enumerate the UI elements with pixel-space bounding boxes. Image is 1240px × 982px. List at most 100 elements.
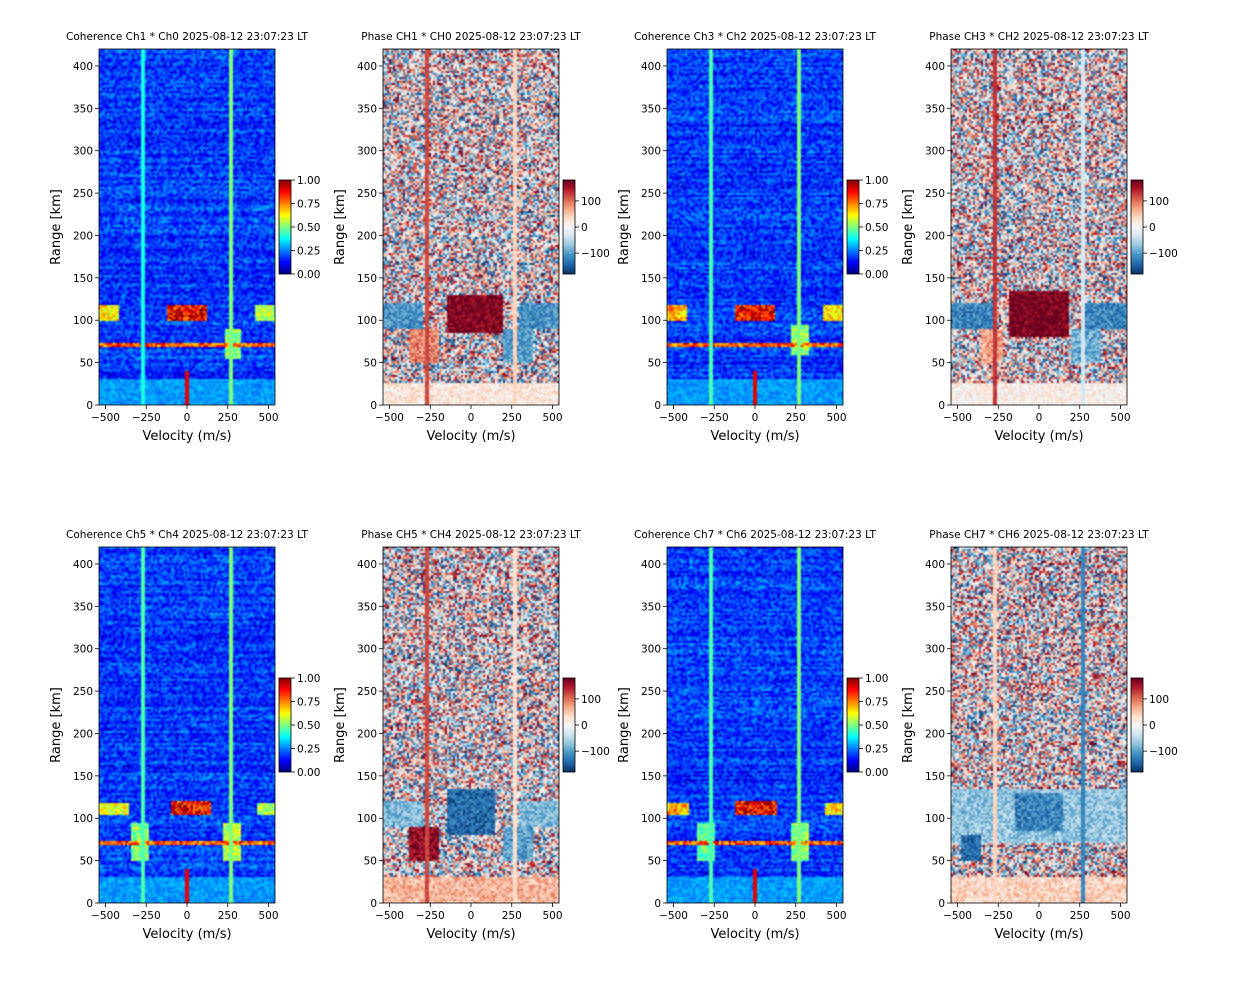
x-tick-label: −250 <box>700 412 729 424</box>
panel-grid: Coherence Ch1 * Ch0 2025-08-12 23:07:23 … <box>49 31 1178 942</box>
x-axis-label: Velocity (m/s) <box>142 429 231 444</box>
x-tick-label: −500 <box>943 412 972 424</box>
colorbar-tick-label: 0.75 <box>865 199 888 211</box>
chart-title: Coherence Ch5 * Ch4 2025-08-12 23:07:23 … <box>66 529 308 541</box>
x-tick-label: −250 <box>700 910 729 922</box>
x-axis-label: Velocity (m/s) <box>426 429 515 444</box>
x-axis-label: Velocity (m/s) <box>994 927 1083 942</box>
x-tick-label: 0 <box>1036 910 1043 922</box>
y-axis-label: Range [km] <box>333 189 348 265</box>
x-tick-label: 0 <box>184 910 191 922</box>
colorbar-tick-label: −100 <box>581 248 610 260</box>
y-tick-label: 0 <box>370 898 377 910</box>
x-tick-label: 250 <box>218 412 238 424</box>
y-tick-label: 50 <box>648 358 661 370</box>
x-tick-label: 250 <box>218 910 238 922</box>
y-tick-label: 150 <box>925 771 945 783</box>
y-tick-label: 300 <box>641 146 661 158</box>
heatmap-image <box>99 547 275 903</box>
y-tick-label: 100 <box>73 813 93 825</box>
chart-panel: Phase CH7 * CH6 2025-08-12 23:07:23 LT −5… <box>901 529 1178 942</box>
colorbar-tick-label: 0.25 <box>865 744 888 756</box>
chart-panel: Coherence Ch5 * Ch4 2025-08-12 23:07:23 … <box>49 529 320 942</box>
colorbar-tick-label: 1.00 <box>297 175 320 187</box>
colorbar-tick-label: −100 <box>1149 248 1178 260</box>
y-tick-label: 100 <box>641 315 661 327</box>
chart-title: Coherence Ch3 * Ch2 2025-08-12 23:07:23 … <box>634 31 876 43</box>
y-axis-label: Range [km] <box>901 189 916 265</box>
colorbar-tick-label: 0.25 <box>297 246 320 258</box>
x-tick-label: −250 <box>416 412 445 424</box>
y-tick-label: 300 <box>357 146 377 158</box>
y-tick-label: 150 <box>357 771 377 783</box>
colorbar-tick-label: 0.75 <box>297 697 320 709</box>
colorbar <box>1130 179 1144 275</box>
chart-panel: Coherence Ch3 * Ch2 2025-08-12 23:07:23 … <box>617 31 888 444</box>
y-tick-label: 150 <box>641 771 661 783</box>
y-tick-label: 250 <box>357 686 377 698</box>
y-tick-label: 150 <box>73 771 93 783</box>
y-tick-label: 0 <box>938 898 945 910</box>
x-tick-label: 0 <box>184 412 191 424</box>
y-tick-label: 150 <box>357 273 377 285</box>
x-tick-label: 0 <box>468 412 475 424</box>
y-tick-label: 250 <box>925 188 945 200</box>
x-tick-label: −500 <box>375 910 404 922</box>
y-tick-label: 50 <box>364 856 377 868</box>
x-tick-label: −250 <box>132 412 161 424</box>
colorbar-tick-label: 1.00 <box>865 175 888 187</box>
chart-panel: Phase CH5 * CH4 2025-08-12 23:07:23 LT −5… <box>333 529 610 942</box>
x-tick-label: −500 <box>91 412 120 424</box>
x-axis-label: Velocity (m/s) <box>426 927 515 942</box>
colorbar-tick-label: 0.50 <box>865 222 888 234</box>
y-tick-label: 250 <box>641 188 661 200</box>
y-tick-label: 250 <box>73 686 93 698</box>
y-axis-label: Range [km] <box>901 687 916 763</box>
x-axis-label: Velocity (m/s) <box>710 429 799 444</box>
x-tick-label: 500 <box>826 412 846 424</box>
x-tick-label: 250 <box>1070 910 1090 922</box>
colorbar <box>278 179 292 275</box>
x-tick-label: 250 <box>786 910 806 922</box>
y-tick-label: 200 <box>73 728 93 740</box>
x-tick-label: 0 <box>468 910 475 922</box>
y-tick-label: 350 <box>925 601 945 613</box>
y-tick-label: 100 <box>925 813 945 825</box>
y-tick-label: 400 <box>357 61 377 73</box>
chart-title: Phase CH3 * CH2 2025-08-12 23:07:23 LT <box>929 31 1149 43</box>
x-tick-label: −500 <box>659 412 688 424</box>
y-tick-label: 300 <box>925 644 945 656</box>
colorbar-tick-label: 0.75 <box>297 199 320 211</box>
x-tick-label: −500 <box>375 412 404 424</box>
chart-panel: Coherence Ch1 * Ch0 2025-08-12 23:07:23 … <box>49 31 320 444</box>
colorbar-tick-label: 0.75 <box>865 697 888 709</box>
y-tick-label: 200 <box>641 230 661 242</box>
x-tick-label: 0 <box>752 412 759 424</box>
x-tick-label: −500 <box>943 910 972 922</box>
x-tick-label: 250 <box>502 910 522 922</box>
x-tick-label: 500 <box>542 412 562 424</box>
y-tick-label: 0 <box>654 898 661 910</box>
y-tick-label: 50 <box>932 856 945 868</box>
y-tick-label: 100 <box>357 315 377 327</box>
y-tick-label: 400 <box>641 61 661 73</box>
x-tick-label: −500 <box>91 910 120 922</box>
heatmap-image <box>383 547 559 903</box>
colorbar-tick-label: 100 <box>581 694 601 706</box>
y-tick-label: 200 <box>357 728 377 740</box>
heatmap-image <box>99 49 275 405</box>
y-tick-label: 250 <box>357 188 377 200</box>
x-tick-label: −250 <box>132 910 161 922</box>
y-tick-label: 150 <box>925 273 945 285</box>
heatmap-image <box>383 49 559 405</box>
x-tick-label: −500 <box>659 910 688 922</box>
colorbar-tick-label: 0 <box>1149 720 1156 732</box>
colorbar-tick-label: 0.25 <box>297 744 320 756</box>
y-tick-label: 350 <box>73 103 93 115</box>
x-tick-label: −250 <box>984 910 1013 922</box>
colorbar <box>846 179 860 275</box>
y-axis-label: Range [km] <box>49 189 64 265</box>
colorbar-tick-label: 0 <box>581 720 588 732</box>
y-tick-label: 300 <box>925 146 945 158</box>
